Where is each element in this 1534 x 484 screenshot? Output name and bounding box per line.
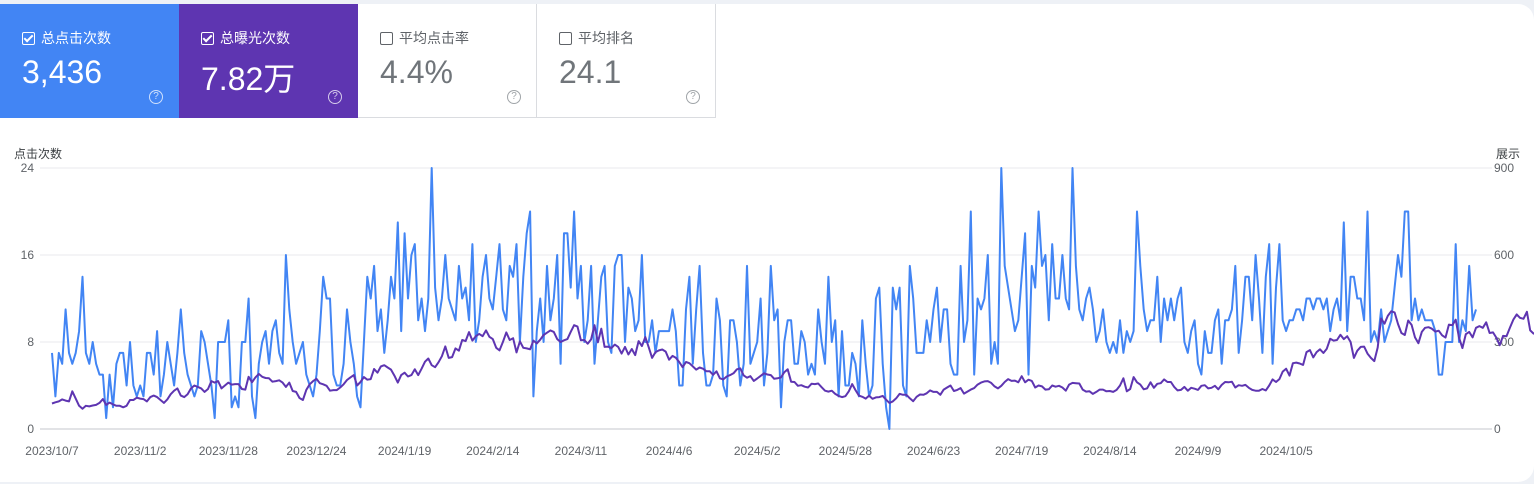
metric-label: 平均排名 <box>578 30 634 46</box>
y-left-tick-label: 24 <box>21 161 35 175</box>
x-tick-label: 2024/5/28 <box>819 444 873 458</box>
checkbox-checked-icon[interactable] <box>22 31 35 45</box>
metric-tiles: 总点击次数 3,436 ? 总曝光次数 7.82万 ? 平均点击率 4.4% ?… <box>0 4 716 118</box>
x-tick-label: 2024/3/11 <box>555 444 608 458</box>
help-icon[interactable]: ? <box>149 90 163 104</box>
x-tick-label: 2024/6/23 <box>907 444 961 458</box>
checkbox-checked-icon[interactable] <box>201 31 214 45</box>
impressions-series-line <box>51 310 1534 410</box>
metric-label: 总点击次数 <box>41 30 111 46</box>
left-axis-title: 点击次数 <box>14 147 63 161</box>
metric-value: 3,436 <box>22 54 103 90</box>
x-tick-label: 2023/11/28 <box>199 444 258 458</box>
help-icon[interactable]: ? <box>686 90 700 104</box>
y-right-tick-label: 900 <box>1494 161 1514 175</box>
y-left-tick-label: 16 <box>21 248 35 262</box>
metric-tile-total-impressions[interactable]: 总曝光次数 7.82万 ? <box>179 4 358 118</box>
x-tick-label: 2024/2/14 <box>466 444 520 458</box>
help-icon[interactable]: ? <box>507 90 521 104</box>
checkbox-unchecked-icon[interactable] <box>380 31 393 45</box>
help-icon[interactable]: ? <box>328 90 342 104</box>
metric-value: 4.4% <box>380 54 453 90</box>
y-left-tick-label: 0 <box>27 422 34 436</box>
right-axis-title: 展示 <box>1496 147 1521 161</box>
y-right-tick-label: 0 <box>1494 422 1501 436</box>
metric-label: 总曝光次数 <box>220 30 290 46</box>
x-tick-label: 2024/10/5 <box>1259 444 1313 458</box>
y-left-tick-label: 8 <box>27 335 34 349</box>
clicks-series-line <box>51 167 1477 430</box>
checkbox-unchecked-icon[interactable] <box>559 31 572 45</box>
metric-value: 24.1 <box>559 54 622 90</box>
x-tick-label: 2024/8/14 <box>1083 444 1137 458</box>
x-tick-label: 2023/12/24 <box>286 444 346 458</box>
x-tick-label: 2024/1/19 <box>378 444 432 458</box>
x-tick-label: 2023/10/7 <box>25 444 79 458</box>
x-tick-label: 2024/7/19 <box>995 444 1049 458</box>
y-right-tick-label: 600 <box>1494 248 1514 262</box>
metric-label: 平均点击率 <box>399 30 469 46</box>
metric-tile-average-position[interactable]: 平均排名 24.1 ? <box>537 4 716 118</box>
x-tick-label: 2023/11/2 <box>114 444 167 458</box>
x-tick-label: 2024/5/2 <box>734 444 781 458</box>
metric-tile-average-ctr[interactable]: 平均点击率 4.4% ? <box>358 4 537 118</box>
x-tick-label: 2024/4/6 <box>646 444 693 458</box>
x-tick-label: 2024/9/9 <box>1175 444 1222 458</box>
metric-tile-total-clicks[interactable]: 总点击次数 3,436 ? <box>0 4 179 118</box>
metric-value: 7.82万 <box>201 61 296 97</box>
